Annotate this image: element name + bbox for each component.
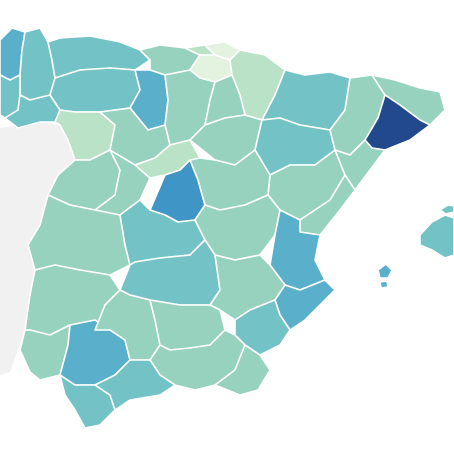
region-almeria[interactable] xyxy=(214,344,271,396)
region-cuenca[interactable] xyxy=(194,194,281,261)
region-barcelona[interactable] xyxy=(364,94,431,151)
region-menorca[interactable] xyxy=(439,204,454,215)
region-leon[interactable] xyxy=(49,67,141,113)
region-ibiza[interactable] xyxy=(377,263,393,279)
portugal-area xyxy=(0,122,75,375)
region-mallorca[interactable] xyxy=(419,214,454,259)
region-malaga[interactable] xyxy=(94,359,176,411)
region-cadiz[interactable] xyxy=(59,374,116,429)
region-guadalajara[interactable] xyxy=(189,149,271,211)
region-asturias[interactable] xyxy=(47,35,151,79)
region-ourense[interactable] xyxy=(4,94,61,129)
region-formentera[interactable] xyxy=(379,280,389,289)
